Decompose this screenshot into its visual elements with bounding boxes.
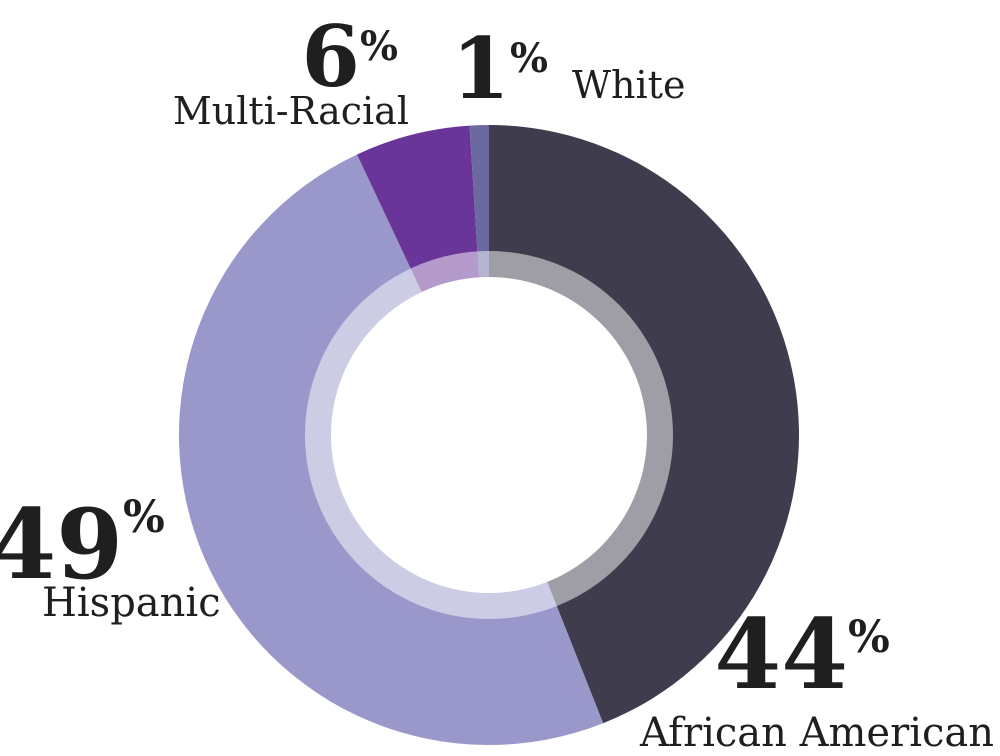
- slice-category-label-hispanic: Hispanic: [42, 580, 221, 626]
- label-hispanic: 49 % Hispanic: [0, 488, 221, 626]
- label-white: 1 % White: [452, 19, 686, 118]
- slice-category-label-white: White: [572, 63, 685, 107]
- slice-value-label-hispanic: 49: [0, 488, 123, 601]
- slice-category-label-african-american: African American: [639, 710, 994, 756]
- slice-category-label-multi-racial: Multi-Racial: [173, 89, 409, 133]
- center-hole: [331, 277, 647, 593]
- percent-symbol-multi-racial: %: [360, 23, 398, 70]
- slice-value-label-white: 1: [452, 19, 510, 118]
- percent-symbol-hispanic: %: [123, 492, 165, 543]
- percent-symbol-african-american: %: [848, 612, 890, 663]
- percent-symbol-white: %: [510, 35, 548, 82]
- slice-value-label-multi-racial: 6: [302, 7, 360, 106]
- label-african-american: 44 % African American: [639, 598, 994, 756]
- slice-value-label-african-american: 44: [714, 598, 848, 711]
- label-multi-racial: 6 % Multi-Racial: [173, 7, 409, 133]
